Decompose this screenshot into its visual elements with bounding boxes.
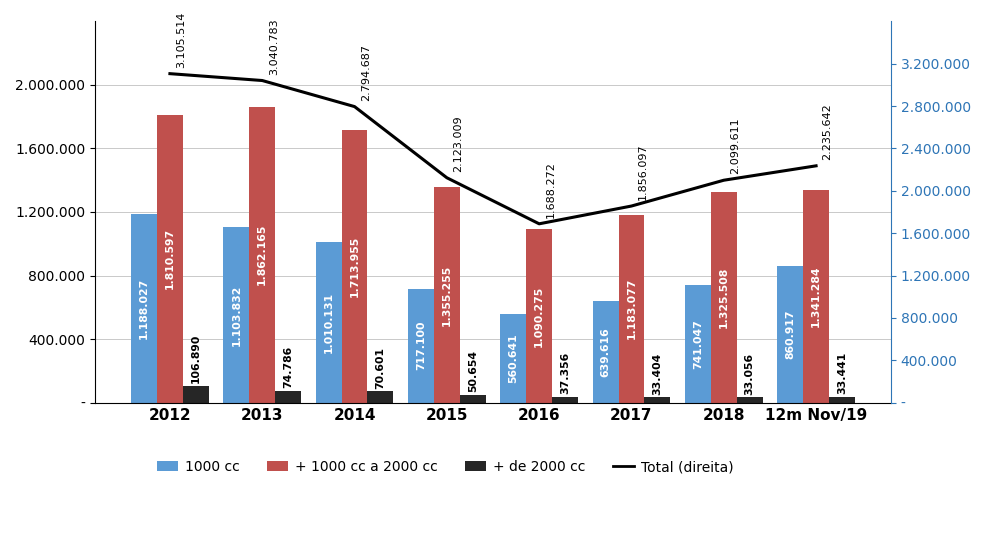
- Total (direita): [533, 221, 545, 227]
- Text: 1.325.508: 1.325.508: [719, 266, 729, 328]
- Text: 33.441: 33.441: [837, 352, 847, 394]
- Bar: [459, 394, 486, 402]
- Bar: [341, 130, 368, 402]
- Bar: [434, 187, 459, 402]
- Text: 1.188.027: 1.188.027: [139, 278, 149, 339]
- Bar: [131, 214, 157, 402]
- Text: 2.123.009: 2.123.009: [454, 115, 463, 172]
- Bar: [804, 190, 829, 402]
- Bar: [408, 289, 434, 402]
- Bar: [368, 391, 393, 402]
- Bar: [552, 397, 578, 402]
- Text: 1.103.832: 1.103.832: [232, 284, 242, 346]
- Bar: [500, 313, 527, 402]
- Text: 37.356: 37.356: [560, 352, 570, 394]
- Bar: [829, 398, 855, 402]
- Text: 3.105.514: 3.105.514: [176, 11, 186, 68]
- Text: 2.099.611: 2.099.611: [731, 118, 740, 174]
- Bar: [316, 242, 341, 402]
- Text: 560.641: 560.641: [509, 333, 519, 383]
- Bar: [777, 266, 804, 402]
- Text: 3.040.783: 3.040.783: [269, 18, 279, 75]
- Bar: [618, 215, 645, 402]
- Text: 1.862.165: 1.862.165: [257, 224, 267, 285]
- Text: 106.890: 106.890: [190, 334, 201, 383]
- Text: 1.810.597: 1.810.597: [165, 228, 175, 289]
- Total (direita): [349, 103, 361, 110]
- Bar: [157, 115, 182, 402]
- Total (direita): [810, 163, 822, 169]
- Line: Total (direita): Total (direita): [170, 74, 816, 224]
- Text: 33.404: 33.404: [653, 352, 663, 394]
- Legend: 1000 cc, + 1000 cc a 2000 cc, + de 2000 cc, Total (direita): 1000 cc, + 1000 cc a 2000 cc, + de 2000 …: [151, 455, 740, 480]
- Text: 1.341.284: 1.341.284: [811, 265, 821, 327]
- Total (direita): [718, 177, 730, 183]
- Bar: [182, 386, 209, 402]
- Text: 50.654: 50.654: [467, 350, 477, 392]
- Text: 860.917: 860.917: [785, 310, 796, 359]
- Text: 70.601: 70.601: [376, 346, 386, 389]
- Total (direita): [164, 70, 176, 77]
- Text: 1.183.077: 1.183.077: [626, 278, 636, 340]
- Text: 717.100: 717.100: [416, 321, 426, 370]
- Bar: [527, 229, 552, 402]
- Bar: [685, 285, 711, 402]
- Bar: [249, 107, 275, 402]
- Text: 2.235.642: 2.235.642: [822, 103, 832, 160]
- Text: 1.010.131: 1.010.131: [323, 292, 333, 353]
- Total (direita): [625, 203, 637, 209]
- Text: 74.786: 74.786: [283, 346, 293, 388]
- Total (direita): [256, 77, 268, 84]
- Text: 1.355.255: 1.355.255: [442, 264, 452, 326]
- Total (direita): [441, 174, 453, 181]
- Text: 1.688.272: 1.688.272: [545, 161, 556, 218]
- Bar: [224, 227, 249, 402]
- Text: 639.616: 639.616: [600, 327, 610, 377]
- Text: 1.713.955: 1.713.955: [350, 236, 360, 297]
- Bar: [737, 398, 762, 402]
- Bar: [275, 391, 301, 402]
- Bar: [711, 192, 737, 402]
- Text: 741.047: 741.047: [693, 319, 703, 369]
- Text: 33.056: 33.056: [744, 352, 754, 394]
- Bar: [645, 398, 670, 402]
- Text: 1.856.097: 1.856.097: [638, 143, 648, 200]
- Bar: [593, 301, 618, 402]
- Text: 1.090.275: 1.090.275: [534, 285, 544, 346]
- Text: 2.794.687: 2.794.687: [361, 44, 371, 101]
